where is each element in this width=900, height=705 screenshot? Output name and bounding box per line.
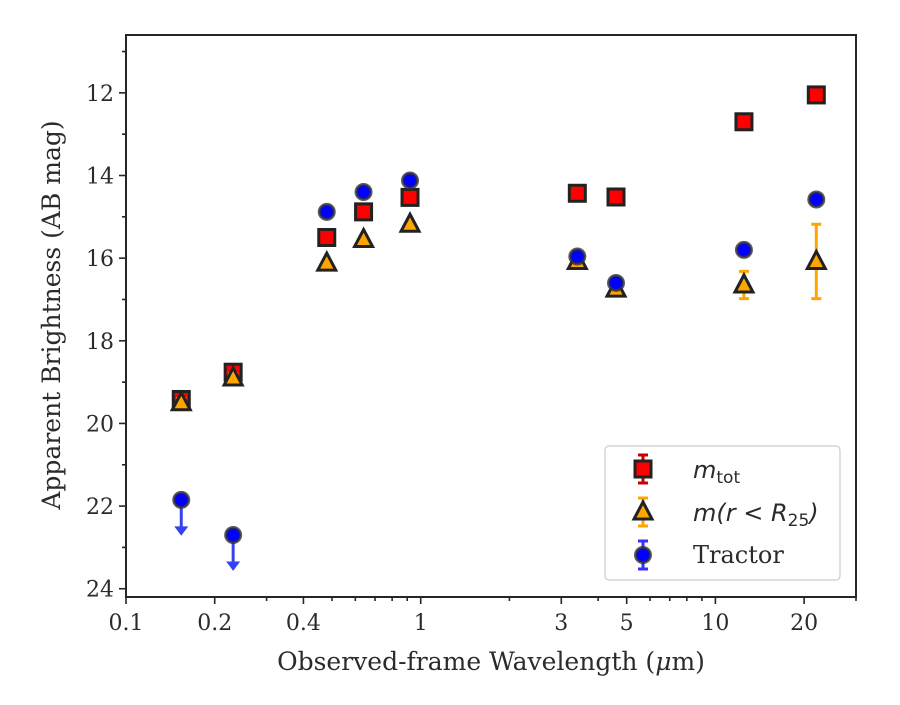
legend-label-m-r25: m(r < R25)	[693, 499, 819, 531]
y-axis-label: Apparent Brightness (AB mag)	[37, 120, 66, 510]
x-tick-label: 0.1	[109, 611, 144, 636]
legend-entry-m-r25: m(r < R25)	[631, 496, 819, 531]
data-point-triangle	[221, 364, 245, 387]
legend-marker-shape	[631, 498, 655, 521]
data-point-square	[354, 202, 374, 222]
data-point-triangle	[398, 211, 422, 233]
x-tick-label: 0.4	[286, 611, 321, 636]
data-point-triangle	[315, 249, 339, 272]
y-tick-label: 18	[86, 330, 114, 355]
data-point-circle	[401, 171, 420, 190]
x-tick-label: 1	[414, 611, 428, 636]
data-point-square	[734, 112, 754, 132]
plot-frame	[125, 34, 857, 598]
legend-entry-mtot: mtot	[633, 453, 740, 488]
data-point-circle	[734, 240, 753, 259]
x-tick-label: 0.2	[197, 611, 232, 636]
y-tick-label: 12	[86, 82, 114, 107]
legend-marker-shape	[634, 546, 652, 564]
data-point-circle	[807, 190, 826, 209]
x-tick-label: 20	[790, 611, 818, 636]
data-point-circle	[317, 202, 336, 221]
data-point-triangle	[169, 389, 193, 412]
data-point-circle	[568, 247, 587, 266]
axes-frame-layer	[125, 34, 857, 598]
legend-marker-circle	[634, 539, 652, 571]
data-point-circle	[172, 490, 191, 509]
x-tick-label: 3	[554, 611, 568, 636]
data-point-triangle	[804, 248, 828, 270]
legend-marker-shape	[633, 459, 653, 479]
legend-marker-triangle	[631, 496, 655, 528]
data-point-circle	[354, 183, 373, 202]
data-point-triangle	[732, 271, 756, 294]
y-tick-label: 22	[86, 495, 114, 520]
data-points-layer	[169, 85, 828, 571]
data-point-square	[806, 85, 826, 105]
legend-label-tractor: Tractor	[693, 541, 784, 569]
x-tick-label: 10	[701, 611, 729, 636]
legend: mtot m(r < R25) Tractor	[604, 445, 841, 581]
legend-entry-tractor: Tractor	[634, 539, 784, 571]
x-axis-label: Observed-frame Wavelength (μm)	[277, 647, 705, 676]
legend-label-mtot: mtot	[693, 456, 740, 488]
data-point-square	[317, 227, 337, 247]
data-point-circle	[607, 273, 626, 292]
series-m_tot	[171, 85, 826, 409]
y-tick-label: 24	[86, 578, 114, 603]
series-tractor	[172, 171, 826, 571]
y-tick-label: 20	[86, 412, 114, 437]
x-tick-label: 5	[620, 611, 634, 636]
data-point-triangle	[352, 226, 376, 249]
series-m_r25	[169, 211, 828, 412]
legend-box	[604, 445, 841, 581]
ticks-layer: 0.1 0.2 0.4 1 3 5 10 20 12 14 16 18 20 22 24	[86, 50, 857, 636]
upper-limit-arrow-head	[226, 561, 241, 571]
y-tick-label: 14	[86, 165, 114, 190]
data-point-circle	[224, 526, 243, 545]
data-point-square	[606, 187, 626, 207]
data-point-square	[567, 183, 587, 203]
y-tick-label: 16	[86, 247, 114, 272]
data-point-square	[400, 187, 420, 207]
legend-marker-square	[633, 453, 653, 485]
upper-limit-arrow-head	[174, 526, 189, 536]
